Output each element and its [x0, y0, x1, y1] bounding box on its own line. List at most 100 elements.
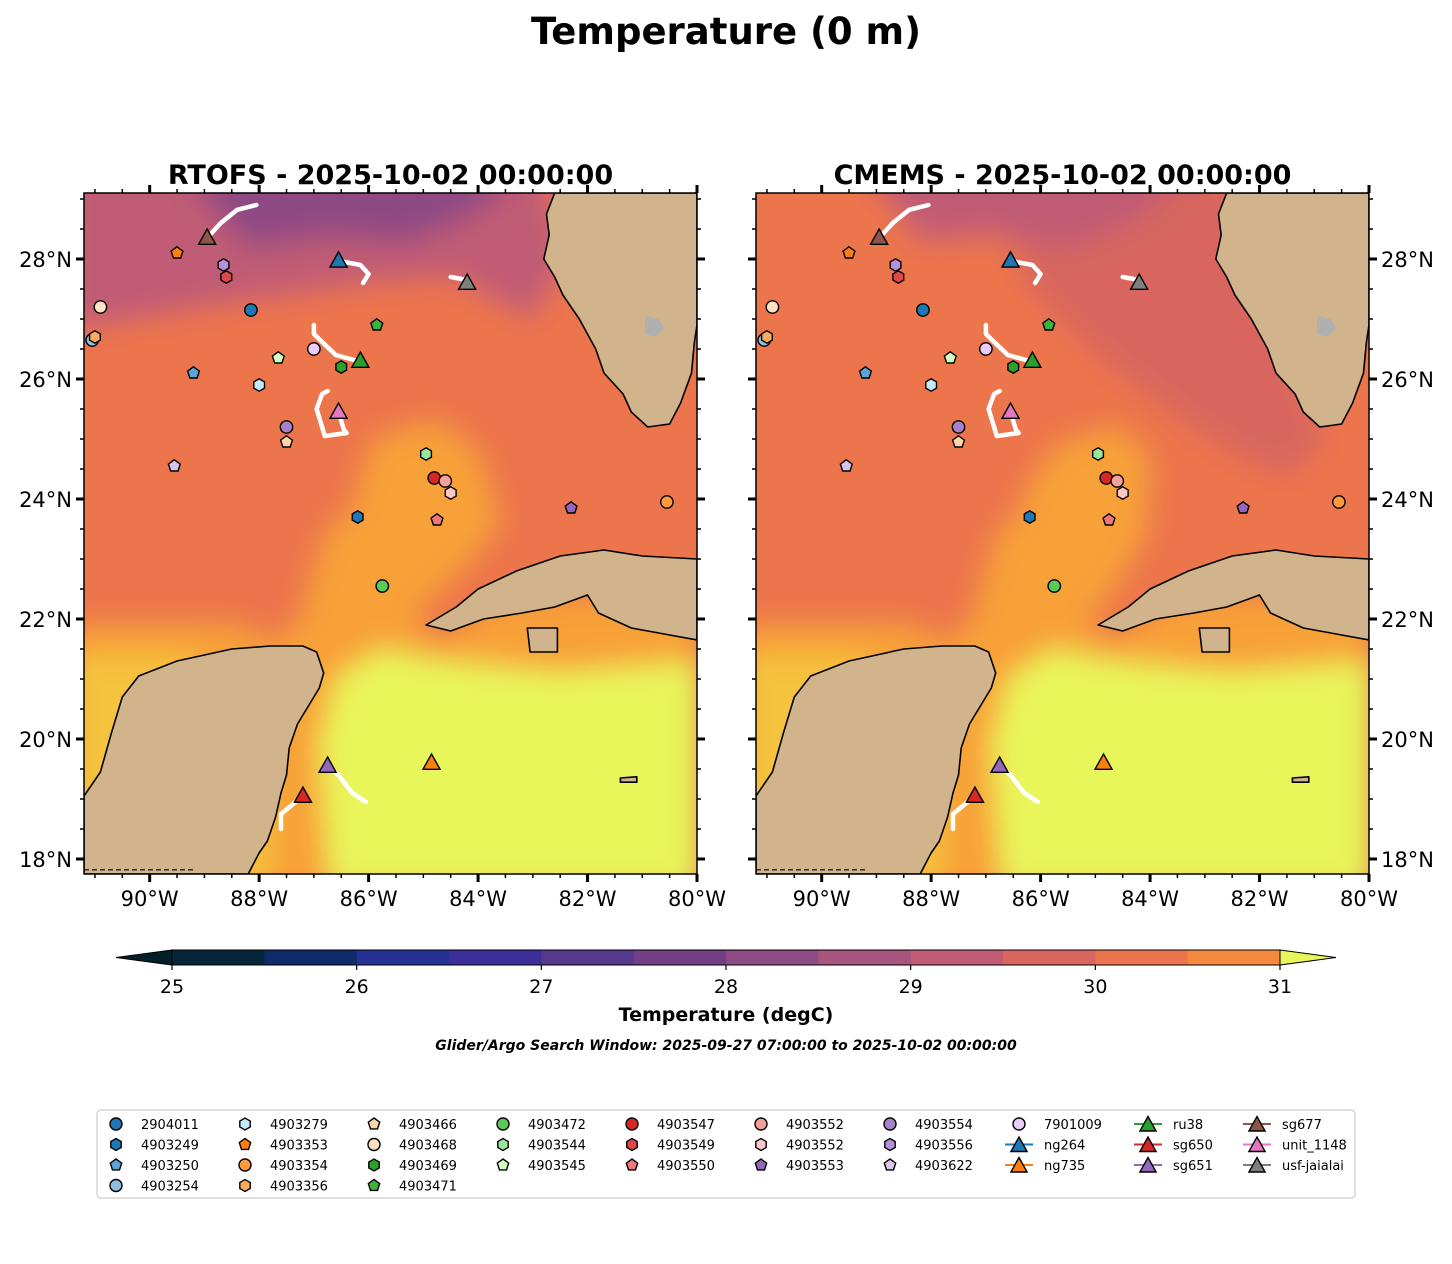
float-marker-4903471: [370, 317, 384, 331]
land-yucatan: [756, 645, 997, 874]
float-marker-4903556: [889, 257, 902, 273]
glider-marker-ng735: [1093, 752, 1114, 770]
float-marker-4903622: [839, 458, 854, 472]
lat-tick-label: 20°N: [1381, 728, 1434, 752]
colorbar-bin: [910, 950, 1004, 965]
legend-label: 4903250: [141, 1159, 199, 1174]
lon-tick-label: 80°W: [1340, 887, 1398, 911]
land-isla-juventud: [1198, 627, 1231, 653]
legend-marker-4903466: [367, 1117, 381, 1130]
lat-tick-label: 18°N: [19, 848, 72, 872]
colorbar-tick-label: 29: [899, 976, 923, 998]
legend-marker-7901009: [1012, 1117, 1026, 1131]
glider-marker-ru38: [1022, 350, 1043, 368]
glider-track-ru38: [983, 322, 1032, 364]
colorbar-bin: [172, 950, 265, 965]
legend-label: 4903468: [399, 1139, 457, 1154]
float-marker-4903354: [659, 495, 674, 509]
float-marker-4903279: [253, 377, 266, 393]
glider-track-ru38: [311, 322, 360, 364]
legend-label: 4903249: [141, 1139, 199, 1154]
legend-marker-4903250: [109, 1158, 123, 1171]
float-marker-2904011: [244, 303, 258, 317]
legend-marker-sg651: [1138, 1156, 1158, 1173]
float-marker-4903250: [186, 365, 201, 379]
legend-marker-4903471: [367, 1178, 381, 1192]
float-marker-4903549: [892, 269, 905, 285]
legend: 2904011 4903249 4903250 4903254 4903279 49033…: [96, 1109, 1356, 1199]
lat-tick-label: 26°N: [1381, 368, 1434, 392]
glider-marker-ng264: [328, 250, 349, 268]
float-marker-4903466: [279, 434, 294, 448]
legend-marker-unit_1148: [1247, 1135, 1267, 1153]
float-marker-4903550: [430, 512, 444, 526]
float-marker-4903553: [1236, 500, 1250, 514]
sst-31-zone: [991, 649, 1369, 874]
map-frame: [83, 192, 698, 875]
lon-tick-label: 82°W: [559, 887, 617, 911]
legend-label: sg650: [1173, 1139, 1213, 1154]
colorbar-bin: [356, 950, 450, 965]
float-marker-4903622: [167, 458, 182, 472]
legend-label: 4903622: [915, 1159, 973, 1174]
lat-tick-label: 24°N: [19, 488, 72, 512]
lat-tick-label: 18°N: [1381, 848, 1434, 872]
legend-label: ng264: [1044, 1139, 1085, 1154]
legend-label: 4903554: [915, 1118, 973, 1133]
glider-marker-ru38: [350, 350, 371, 368]
legend-label: 4903353: [270, 1139, 328, 1154]
legend-marker-4903249: [110, 1137, 122, 1152]
legend-marker-sg650: [1138, 1135, 1158, 1153]
float-marker-4903356: [760, 329, 773, 345]
sst-north-cool: [883, 193, 1168, 247]
map-frame: [755, 192, 1370, 875]
legend-marker-usf-jaialai: [1247, 1156, 1267, 1173]
legend-marker-4903469: [368, 1158, 380, 1172]
legend-marker-4903550: [625, 1158, 639, 1171]
lat-tick-label: 28°N: [1381, 248, 1434, 272]
float-marker-4903544: [420, 446, 433, 462]
float-marker-4903472: [375, 579, 390, 593]
colorbar-tick-label: 28: [714, 976, 738, 998]
glider-marker-usf-jaialai: [457, 272, 477, 290]
lon-tick-label: 82°W: [1231, 887, 1289, 911]
colorbar-label: Temperature (degC): [619, 1004, 834, 1026]
colorbar-bin: [541, 950, 635, 965]
legend-label: sg677: [1282, 1118, 1322, 1133]
legend-label: 4903354: [270, 1159, 328, 1174]
land-cuba: [425, 549, 697, 641]
sst-31-zone: [319, 649, 697, 874]
glider-track-sg677: [204, 202, 259, 241]
land-cayman: [619, 776, 638, 783]
legend-label: 7901009: [1044, 1118, 1102, 1133]
colorbar-bin: [726, 950, 819, 965]
glider-marker-ng735: [421, 752, 442, 770]
legend-marker-sg677: [1247, 1115, 1267, 1132]
legend-label: 4903356: [270, 1180, 328, 1195]
float-marker-4903353: [170, 245, 184, 259]
glider-marker-sg651: [989, 755, 1010, 773]
lat-tick-label: 24°N: [1381, 488, 1434, 512]
float-marker-4903468: [765, 300, 780, 314]
land-cuba: [1097, 549, 1369, 641]
float-marker-2904011: [916, 303, 930, 317]
float-marker-4903353: [842, 245, 856, 259]
lat-tick-label: 28°N: [19, 248, 72, 272]
legend-marker-4903279: [239, 1117, 251, 1131]
float-marker-4903472: [1047, 579, 1062, 593]
lon-tick-label: 90°W: [793, 887, 851, 911]
float-marker-4903249: [1023, 509, 1036, 525]
colorbar-bin: [449, 950, 542, 965]
float-marker-4903545: [271, 350, 286, 364]
colorbar-tick-label: 31: [1268, 976, 1292, 998]
float-marker-4903553: [564, 500, 578, 514]
legend-marker-4903354: [238, 1158, 252, 1172]
legend-marker-ng735: [1009, 1156, 1029, 1173]
colorbar-extend-low: [115, 949, 173, 966]
glider-marker-sg677: [869, 227, 889, 246]
glider-marker-unit_1148: [1000, 401, 1021, 419]
colorbar-bin: [264, 950, 358, 965]
colorbar-extend-high: [1279, 949, 1337, 966]
legend-label: 4903469: [399, 1159, 457, 1174]
figure-title: Temperature (0 m): [531, 10, 921, 53]
